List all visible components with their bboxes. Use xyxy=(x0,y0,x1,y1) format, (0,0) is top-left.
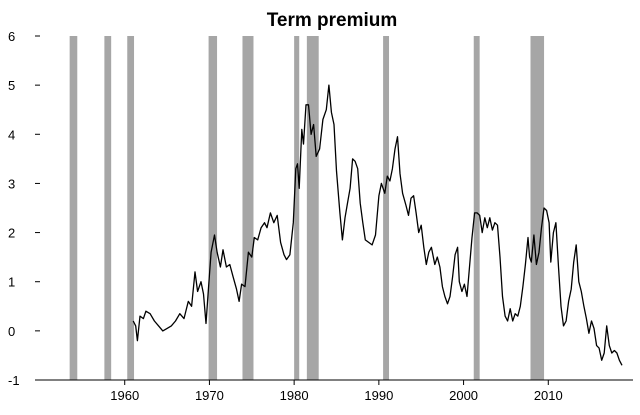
y-tick-label: 4 xyxy=(8,127,15,142)
recession-band xyxy=(306,36,319,380)
series-group xyxy=(132,84,623,366)
x-tick-label: 2010 xyxy=(534,388,563,403)
y-axis-ticks: -1 0 1 2 3 4 5 6 xyxy=(8,29,40,388)
chart-title: Term premium xyxy=(267,10,398,31)
recession-band xyxy=(383,36,390,380)
recession-band xyxy=(69,36,78,380)
recession-band xyxy=(104,36,112,380)
recession-bands xyxy=(69,36,545,380)
y-tick-label: -1 xyxy=(8,373,20,388)
x-axis-ticks: 1960 1970 1980 1990 2000 2010 xyxy=(110,380,563,403)
y-tick-label: 6 xyxy=(8,29,15,44)
y-tick-label: 5 xyxy=(8,78,15,93)
recession-band xyxy=(530,36,545,380)
term-premium-line xyxy=(132,84,623,366)
y-tick-label: 3 xyxy=(8,176,15,191)
recession-band xyxy=(473,36,480,380)
x-tick-label: 1990 xyxy=(364,388,393,403)
y-tick-label: 0 xyxy=(8,324,15,339)
recession-band xyxy=(127,36,135,380)
recession-band xyxy=(208,36,218,380)
x-tick-label: 1980 xyxy=(280,388,309,403)
recession-band xyxy=(242,36,254,380)
y-tick-label: 1 xyxy=(8,275,15,290)
y-tick-label: 2 xyxy=(8,226,15,241)
x-tick-label: 2000 xyxy=(449,388,478,403)
recession-band xyxy=(294,36,300,380)
x-tick-label: 1970 xyxy=(195,388,224,403)
x-tick-label: 1960 xyxy=(110,388,139,403)
